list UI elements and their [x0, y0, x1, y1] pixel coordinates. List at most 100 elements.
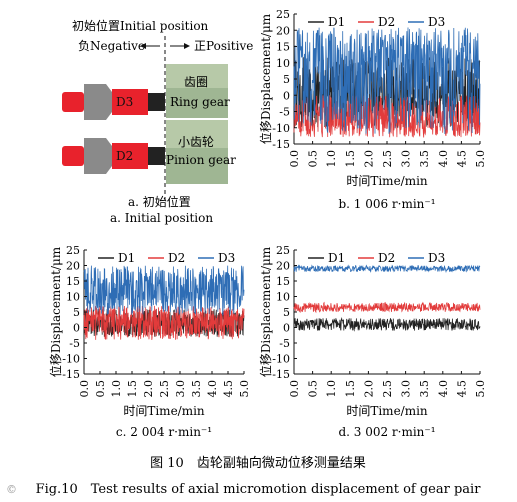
x-tick-label: 1.0: [110, 380, 123, 398]
y-tick-label: 20: [276, 260, 290, 273]
pinion-gear-cn: 小齿轮: [178, 135, 214, 149]
sensor-d3-nut: [84, 84, 112, 120]
y-tick-label: -5: [279, 106, 290, 119]
x-tick-label: 1.5: [126, 380, 139, 398]
x-tick-label: 3.0: [400, 150, 413, 168]
y-tick-label: 15: [66, 275, 80, 288]
x-tick-label: 0.0: [288, 150, 301, 168]
x-tick-label: 2.5: [381, 380, 394, 398]
y-tick-label: -10: [62, 353, 80, 366]
sensor-d2-rear: [62, 146, 84, 166]
series-line-d1: [293, 317, 481, 332]
x-tick-label: 1.5: [344, 380, 357, 398]
y-tick-label: 10: [276, 291, 290, 304]
negative-label: 负Negative: [78, 39, 145, 53]
x-tick-label: 0.0: [78, 380, 91, 398]
sensor-d3-body: [112, 89, 148, 115]
y-tick-label: 0: [73, 322, 80, 335]
y-tick-label: 25: [276, 244, 290, 257]
panel-caption: d. 3 002 r·min⁻¹: [338, 425, 435, 439]
x-tick-label: 0.5: [94, 380, 107, 398]
y-tick-label: -15: [272, 138, 290, 151]
panel-a-title: 初始位置Initial position: [72, 18, 209, 33]
legend-label-d1: D1: [328, 251, 345, 265]
x-tick-label: 2.5: [158, 380, 171, 398]
legend-label-d3: D3: [218, 251, 235, 265]
y-tick-label: 5: [283, 306, 290, 319]
x-tick-label: 2.5: [381, 150, 394, 168]
chart-panel-b: 25 20 15 10 5 0 -5 -10 -150.0 0.5 1.0 1.5 2.0 2.5 3.0 3…: [258, 8, 487, 211]
y-tick-label: 10: [66, 291, 80, 304]
legend-label-d2: D2: [168, 251, 185, 265]
watermark: ©: [6, 483, 17, 496]
series-line-d2: [83, 305, 245, 340]
series-line-d3: [293, 27, 481, 135]
x-tick-label: 4.5: [455, 380, 468, 398]
x-tick-label: 2.0: [142, 380, 155, 398]
figure-caption-cn: 图 10 齿轮副轴向微动位移测量结果: [150, 455, 366, 471]
legend-label-d3: D3: [428, 251, 445, 265]
series-line-d3: [83, 265, 245, 316]
y-tick-label: 20: [276, 24, 290, 37]
legend-label-d2: D2: [378, 15, 395, 29]
sensor-d2: D2: [62, 138, 165, 174]
y-tick-label: -5: [279, 337, 290, 350]
x-tick-label: 1.5: [344, 150, 357, 168]
sensor-d3-label: D3: [116, 95, 133, 109]
y-tick-label: 15: [276, 275, 290, 288]
y-tick-label: -15: [62, 368, 80, 381]
x-tick-label: 0.5: [307, 150, 320, 168]
x-tick-label: 1.0: [325, 380, 338, 398]
series-line-d3: [293, 264, 481, 274]
legend-label-d2: D2: [378, 251, 395, 265]
x-tick-label: 5.0: [474, 150, 487, 168]
x-axis-label: 时间Time/min: [123, 404, 205, 418]
legend-label-d1: D1: [328, 15, 345, 29]
positive-label: 正Positive: [194, 39, 253, 53]
panel-a-caption-cn: a. 初始位置: [128, 194, 191, 209]
sensor-d3: D3: [62, 84, 165, 120]
y-tick-label: 0: [283, 89, 290, 102]
ring-gear-cn: 齿圈: [184, 75, 208, 89]
panel-caption: b. 1 006 r·min⁻¹: [338, 197, 435, 211]
sensor-d2-body: [112, 143, 148, 169]
y-tick-label: 15: [276, 41, 290, 54]
x-tick-label: 4.0: [437, 380, 450, 398]
panel-a-caption-en: a. Initial position: [110, 211, 213, 225]
legend-label-d1: D1: [118, 251, 135, 265]
x-tick-label: 2.0: [362, 150, 375, 168]
legend-label-d3: D3: [428, 15, 445, 29]
y-axis-label: 位移Displacement/μm: [258, 246, 273, 377]
y-axis-label: 位移Displacement/μm: [258, 13, 273, 144]
x-tick-label: 2.0: [362, 380, 375, 398]
ring-gear-band: [166, 88, 228, 118]
x-tick-label: 3.5: [418, 380, 431, 398]
panel-a: 初始位置Initial position 负Negative 正Positive…: [62, 18, 253, 225]
chart-panel-d: 25 20 15 10 5 0 -5 -10 -150.0 0.5 1.0 1.5 2.0 2.5 3.0 3…: [258, 244, 487, 439]
y-axis-label: 位移Displacement/μm: [48, 246, 63, 377]
x-axis-label: 时间Time/min: [346, 404, 428, 418]
y-tick-label: -10: [272, 122, 290, 135]
pinion-gear-en: Pinion gear: [166, 153, 236, 167]
y-tick-label: -15: [272, 368, 290, 381]
negative-arrow-head: [140, 43, 146, 49]
y-tick-label: 20: [66, 260, 80, 273]
y-tick-label: -10: [272, 353, 290, 366]
x-tick-label: 4.0: [437, 150, 450, 168]
sensor-d2-label: D2: [116, 149, 133, 163]
x-tick-label: 3.5: [190, 380, 203, 398]
series-line-d2: [293, 301, 481, 314]
x-tick-label: 0.5: [307, 380, 320, 398]
ring-gear-en: Ring gear: [170, 95, 230, 109]
sensor-d2-tip: [148, 147, 165, 165]
x-tick-label: 0.0: [288, 380, 301, 398]
x-tick-label: 5.0: [238, 380, 251, 398]
x-tick-label: 1.0: [325, 150, 338, 168]
chart-panel-c: 25 20 15 10 5 0 -5 -10 -150.0 0.5 1.0 1.5 2.0 2.5 3.0 3…: [48, 244, 251, 439]
x-tick-label: 4.5: [455, 150, 468, 168]
y-tick-label: 5: [73, 306, 80, 319]
y-tick-label: 10: [276, 57, 290, 70]
pinion-gear-band: [166, 148, 228, 184]
y-tick-label: 25: [66, 244, 80, 257]
